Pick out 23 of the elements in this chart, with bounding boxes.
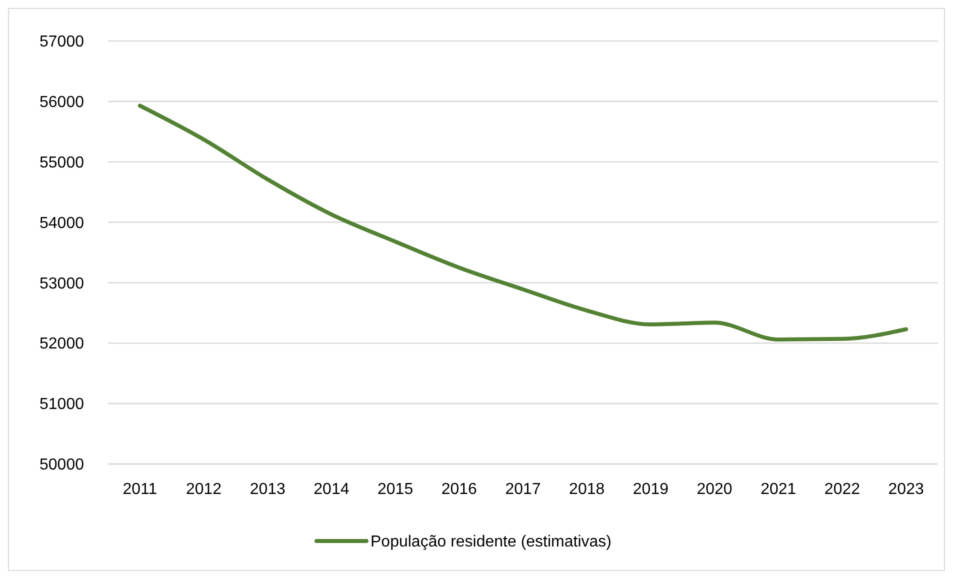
x-tick-label: 2020 bbox=[696, 481, 732, 498]
x-tick-label: 2011 bbox=[122, 481, 158, 498]
x-tick-label: 2017 bbox=[505, 481, 541, 498]
x-tick-label: 2022 bbox=[824, 481, 860, 498]
line-series bbox=[138, 104, 908, 342]
x-tick-label: 2023 bbox=[888, 481, 924, 498]
x-tick-label: 2019 bbox=[632, 481, 669, 498]
y-tick-label: 52000 bbox=[40, 336, 84, 353]
y-tick-label: 50000 bbox=[40, 456, 84, 474]
x-tick-label: 2012 bbox=[186, 481, 222, 498]
y-tick-label: 51000 bbox=[40, 396, 84, 414]
y-tick-label: 54000 bbox=[40, 214, 84, 232]
y-tick-label: 53000 bbox=[40, 275, 84, 292]
x-tick-label: 2021 bbox=[760, 481, 796, 498]
legend-label: População residente (estimativas) bbox=[370, 534, 612, 551]
x-tick-label: 2016 bbox=[441, 481, 478, 498]
x-tick-label: 2014 bbox=[314, 481, 350, 498]
y-tick-label: 57000 bbox=[40, 34, 84, 51]
x-tick-label: 2015 bbox=[378, 481, 414, 498]
y-tick-label: 56000 bbox=[40, 94, 84, 112]
x-tick-label: 2018 bbox=[569, 481, 605, 498]
x-tick-label: 2013 bbox=[250, 481, 286, 498]
y-tick-label: 55000 bbox=[40, 154, 84, 172]
